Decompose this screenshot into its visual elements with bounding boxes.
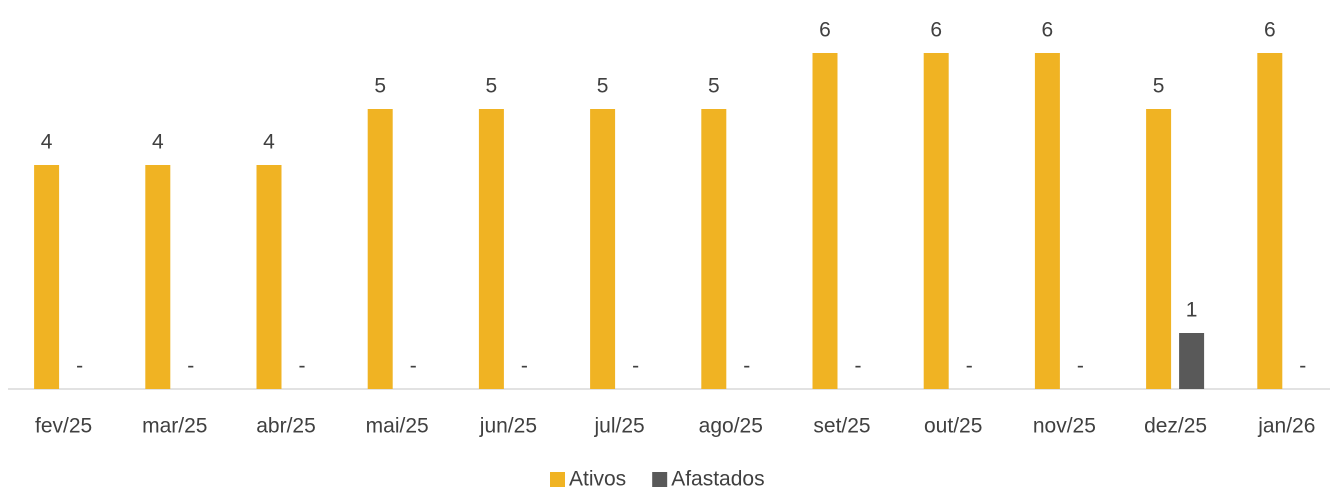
x-tick-label: nov/25: [1033, 415, 1096, 438]
bar: [812, 53, 838, 389]
x-tick-label: jul/25: [593, 415, 644, 438]
bar: [590, 109, 616, 389]
bar: [1034, 53, 1060, 389]
bar: [256, 165, 282, 389]
bar: [1179, 333, 1205, 389]
bar: [701, 109, 727, 389]
data-label: 6: [1042, 19, 1054, 42]
bar: [923, 53, 949, 389]
data-label: 5: [486, 75, 498, 98]
data-label: -: [855, 355, 862, 378]
x-tick-label: dez/25: [1144, 415, 1207, 438]
data-label: -: [76, 355, 83, 378]
data-label: 4: [152, 131, 164, 154]
data-label: 4: [263, 131, 275, 154]
x-tick-label: abr/25: [256, 415, 316, 438]
bar: [145, 165, 171, 389]
data-label: 5: [1153, 75, 1165, 98]
data-label: 4: [41, 131, 53, 154]
data-label: -: [521, 355, 528, 378]
data-label: 6: [1264, 19, 1276, 42]
data-label: -: [187, 355, 194, 378]
bar: [367, 109, 393, 389]
data-label: -: [299, 355, 306, 378]
data-label: -: [743, 355, 750, 378]
legend-swatch: [652, 472, 668, 487]
bar: [1146, 109, 1172, 389]
data-label: -: [1299, 355, 1306, 378]
x-tick-label: out/25: [924, 415, 982, 438]
x-tick-label: fev/25: [35, 415, 92, 438]
x-tick-label: jun/25: [479, 415, 537, 438]
data-label: 6: [930, 19, 942, 42]
data-label: 5: [708, 75, 720, 98]
x-tick-label: jan/26: [1257, 415, 1315, 438]
bar: [34, 165, 60, 389]
data-label: -: [632, 355, 639, 378]
bar: [1257, 53, 1283, 389]
legend-swatch: [550, 472, 565, 487]
x-tick-label: ago/25: [699, 415, 763, 438]
data-label: -: [966, 355, 973, 378]
data-label: 5: [374, 75, 386, 98]
data-label: 1: [1186, 299, 1198, 322]
data-label: 6: [819, 19, 831, 42]
data-label: 5: [597, 75, 609, 98]
x-tick-label: mai/25: [366, 415, 429, 438]
x-tick-label: mar/25: [142, 415, 207, 438]
bar: [478, 109, 504, 389]
x-tick-label: set/25: [813, 415, 870, 438]
legend-label: Ativos: [569, 468, 626, 491]
data-label: -: [1077, 355, 1084, 378]
legend-label: Afastados: [671, 468, 764, 491]
data-label: -: [410, 355, 417, 378]
